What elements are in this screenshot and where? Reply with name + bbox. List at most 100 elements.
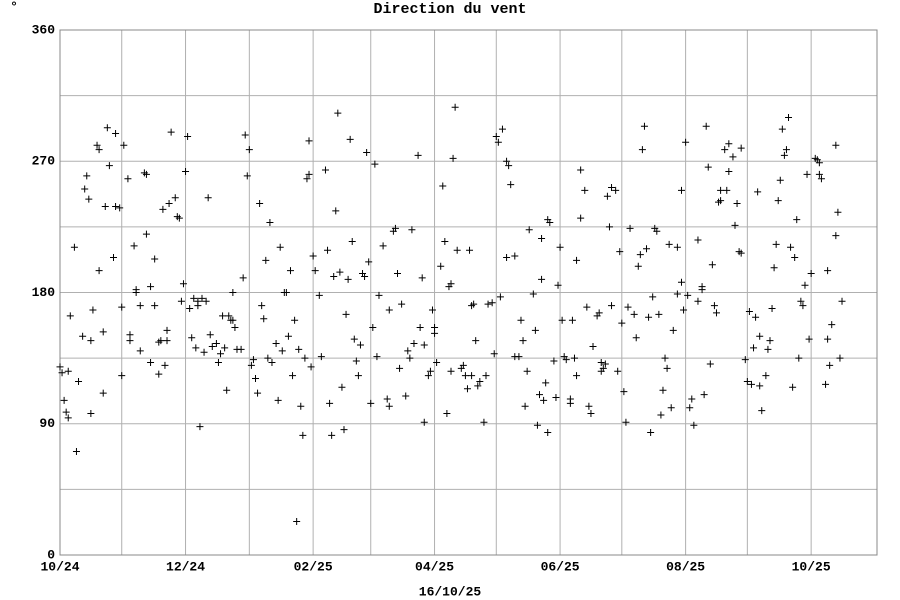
data-point — [375, 291, 383, 299]
data-point — [301, 354, 309, 362]
data-point — [698, 283, 706, 291]
data-point — [505, 162, 513, 170]
data-point — [124, 175, 132, 183]
data-point — [258, 302, 266, 310]
data-point — [200, 348, 208, 356]
data-point — [186, 305, 194, 313]
data-point — [241, 131, 249, 139]
data-point — [182, 167, 190, 175]
data-point — [721, 146, 729, 154]
footer-date: 16/10/25 — [419, 584, 482, 599]
data-point — [293, 517, 301, 525]
data-point — [758, 407, 766, 415]
data-point — [766, 337, 774, 345]
data-point — [303, 175, 311, 183]
data-point — [93, 141, 101, 149]
data-point — [443, 410, 451, 418]
data-point — [356, 341, 364, 349]
data-point — [482, 372, 490, 380]
data-point — [838, 297, 846, 305]
data-point — [118, 303, 126, 311]
data-point — [503, 157, 511, 165]
data-point — [655, 310, 663, 318]
data-point — [782, 146, 790, 154]
data-point — [379, 242, 387, 250]
data-point — [533, 421, 541, 429]
data-point — [824, 267, 832, 275]
data-point — [365, 258, 373, 266]
data-point — [229, 289, 237, 296]
data-point — [274, 396, 282, 404]
data-point — [75, 377, 83, 385]
data-point — [717, 186, 725, 194]
data-point — [85, 195, 93, 203]
data-point — [723, 186, 731, 194]
data-point — [688, 395, 696, 403]
data-point — [630, 310, 638, 318]
data-point — [424, 372, 432, 380]
data-point — [665, 240, 673, 248]
data-point — [101, 202, 109, 210]
data-point — [538, 275, 546, 283]
data-point — [725, 167, 733, 175]
data-point — [402, 392, 410, 400]
data-point — [525, 226, 533, 234]
data-point — [725, 140, 733, 148]
data-point — [151, 302, 159, 310]
x-tick-label: 10/25 — [792, 559, 831, 574]
data-point — [756, 332, 764, 340]
data-point — [832, 141, 840, 149]
data-point — [284, 332, 292, 340]
data-point — [585, 402, 593, 410]
data-point — [511, 252, 519, 260]
data-point — [179, 280, 187, 288]
data-point — [815, 159, 823, 167]
data-point — [793, 216, 801, 224]
data-point — [418, 274, 426, 282]
data-point — [710, 302, 718, 310]
data-point — [535, 391, 543, 399]
data-point — [463, 385, 471, 393]
data-point — [447, 367, 455, 375]
y-tick-label: 180 — [32, 285, 56, 300]
data-point — [439, 182, 447, 190]
data-point — [165, 200, 173, 208]
data-point — [305, 170, 313, 178]
data-point — [731, 221, 739, 229]
data-point — [408, 226, 416, 234]
data-point — [354, 372, 362, 380]
data-point — [554, 281, 562, 289]
data-point — [834, 208, 842, 216]
data-point — [531, 326, 539, 334]
data-point — [414, 151, 422, 159]
data-point — [142, 170, 150, 178]
data-point — [416, 324, 424, 331]
data-point — [632, 334, 640, 342]
data-point — [130, 242, 138, 250]
data-point — [118, 372, 126, 380]
data-point — [367, 399, 375, 407]
data-point — [192, 344, 200, 352]
data-point — [70, 243, 78, 251]
data-point — [832, 232, 840, 240]
data-point — [550, 357, 558, 365]
data-point — [762, 372, 770, 380]
data-point — [99, 328, 107, 336]
data-point — [87, 410, 95, 418]
data-point — [317, 353, 325, 361]
data-point — [237, 345, 245, 353]
data-point — [494, 138, 502, 146]
x-tick-label: 10/24 — [40, 559, 79, 574]
data-point — [58, 369, 66, 377]
data-point — [352, 357, 360, 365]
data-point — [391, 224, 399, 232]
data-point — [315, 291, 323, 299]
data-point — [558, 316, 566, 324]
data-point — [752, 313, 760, 321]
data-point — [451, 103, 459, 111]
data-point — [79, 332, 87, 340]
data-point — [243, 172, 251, 180]
data-point — [206, 331, 214, 339]
data-point — [307, 363, 315, 371]
y-tick-label: 270 — [32, 154, 56, 169]
